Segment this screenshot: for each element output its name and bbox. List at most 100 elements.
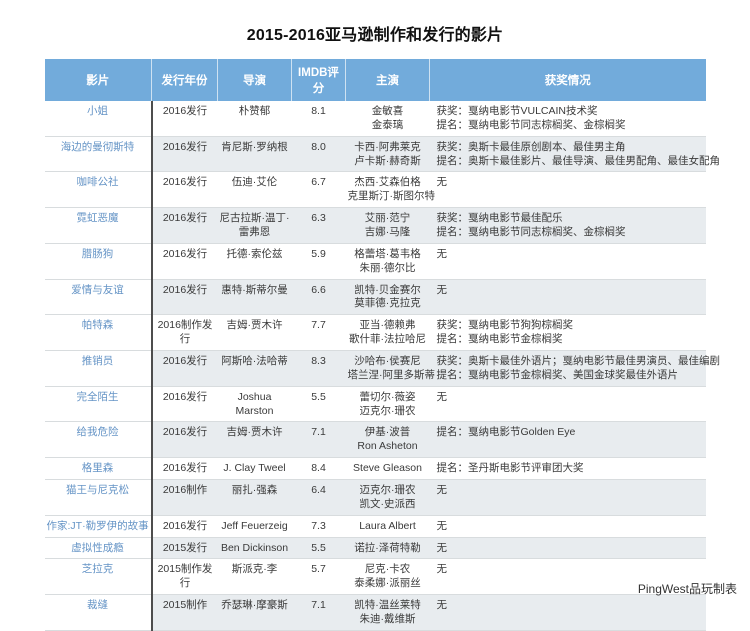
cast-cell-line: 尼克·卡农 [364,563,411,576]
credit-label: PingWest品玩制表 [637,582,737,596]
table-header: 影片 发行年份 导演 IMDB评分 主演 获奖情况 [44,59,706,101]
film-title-cell: 完全陌生 [44,386,153,423]
release-year-cell-line: 2016制作发 [157,319,213,332]
cast-cell-line: 沙哈布·侯赛尼 [354,355,421,368]
cast-cell: 蕾切尔·薇姿 迈克尔·珊农 [345,386,430,423]
awards-cell: 获奖：奥斯卡最佳原创剧本、最佳男主角 提名：奥斯卡最佳影片、最佳导演、最佳男配角、… [429,136,720,173]
release-year-cell: 2016发行 [151,171,218,209]
awards-cell-line: 无 [436,599,448,612]
table-row: 帕特森 2016制作发行 吉姆·贾木许 7.7 亚当·德赖弗 歌什菲·法拉哈尼 获… [44,314,706,352]
release-year-cell: 2016发行 [151,136,218,173]
awards-cell: 提名：戛纳电影节Golden Eye [429,421,706,459]
cast-cell: 尼克·卡农 泰柔娜·派丽丝 [345,558,430,596]
table-row: 咖啡公社 2016发行 伍迪·艾伦 6.7 杰西·艾森伯格 克里斯汀·斯图尔特 无 [44,171,706,209]
cast-cell-line: 吉娜·马隆 [364,226,411,239]
cast-cell-line: Ron Asheton [357,440,418,453]
director-cell-line: Marston [235,404,274,417]
imdb-rating-cell: 6.7 [291,171,346,209]
film-title-cell: 格里森 [44,457,153,481]
release-year-cell: 2016制作 [151,479,218,516]
director-cell-line: 吉姆·贾木许 [226,319,283,332]
awards-cell: 无 [429,171,706,209]
cast-cell-line: 蕾切尔·薇姿 [359,390,416,403]
table-row: 海边的曼彻斯特 2016发行 肯尼斯·罗纳根 8.0 卡西·阿弗莱克 卢卡斯·赫奇… [44,136,720,173]
film-title-cell: 芝拉克 [44,558,153,596]
film-title-cell: 小姐 [44,101,153,137]
awards-cell: 无 [429,279,706,316]
imdb-rating-cell: 7.1 [291,594,346,631]
cast-cell: Laura Albert [345,515,430,538]
table-row: 给我危险 2016发行 吉姆·贾木许 7.1 伊基·波普 Ron Asheton … [44,421,706,459]
cast-cell: 金敏喜 金泰璃 [345,101,430,137]
director-cell-line: 尼古拉斯·温丁· [219,212,290,225]
awards-cell-line: 获奖：奥斯卡最佳原创剧本、最佳男主角 [436,140,626,153]
director-cell-line: Ben Dickinson [220,541,289,554]
release-year-cell-line: 2015制作发 [157,563,213,576]
release-year-cell: 2016制作发行 [151,314,218,352]
release-year-cell: 2016发行 [151,350,218,387]
imdb-rating-cell: 5.5 [291,386,346,423]
director-cell: 尼古拉斯·温丁· 雷弗恩 [217,207,292,244]
cast-cell: 卡西·阿弗莱克 卢卡斯·赫奇斯 [345,136,430,173]
director-cell-line: 吉姆·贾木许 [226,426,283,439]
release-year-cell: 2015制作发行 [151,558,218,596]
column-header-cast: 主演 [345,59,430,101]
release-year-cell-line: 2016发行 [162,390,208,403]
awards-cell: 无 [429,537,706,560]
film-title-cell: 海边的曼彻斯特 [44,136,153,173]
director-cell-line: 斯派克·李 [231,563,278,576]
awards-cell-line: 提名：戛纳电影节同志棕榈奖、金棕榈奖 [436,226,626,239]
cast-cell: 凯特·贝金赛尔 莫菲德·克拉克 [345,279,430,316]
awards-cell: 无 [429,243,706,280]
director-cell-line: J. Clay Tweel [223,462,286,475]
film-title-cell: 推销员 [44,350,153,387]
release-year-cell: 2015发行 [151,537,218,560]
director-cell-line: 伍迪·艾伦 [231,176,278,189]
film-title-cell: 帕特森 [44,314,153,352]
director-cell: 乔瑟琳·摩豪斯 [217,594,292,631]
director-cell: 朴赞郁 [217,101,292,137]
director-cell-line: 丽扎·强森 [231,484,278,497]
table-row: 推销员 2016发行 阿斯哈·法哈蒂 8.3 沙哈布·侯赛尼 塔兰涅·阿里多斯蒂 … [44,350,720,387]
release-year-cell-line: 行 [179,577,191,590]
awards-cell: 无 [429,515,706,538]
awards-cell-line: 无 [436,519,448,532]
awards-cell-line: 无 [436,563,448,576]
cast-cell: 凯特·温丝莱特 朱迪·戴维斯 [345,594,430,631]
awards-cell-line: 提名：戛纳电影节金棕榈奖、美国金球奖最佳外语片 [436,368,679,381]
page-title: 2015-2016亚马逊制作和发行的影片 [246,27,504,44]
director-cell: 惠特·斯蒂尔曼 [217,279,292,316]
cast-cell: 亚当·德赖弗 歌什菲·法拉哈尼 [345,314,430,352]
director-cell: 吉姆·贾木许 [217,314,292,352]
cast-cell-line: 朱迪·戴维斯 [359,613,416,626]
director-cell-line: 惠特·斯蒂尔曼 [221,283,288,296]
awards-cell-line: 提名：戛纳电影节Golden Eye [436,426,576,439]
cast-cell-line: 歌什菲·法拉哈尼 [349,333,426,346]
release-year-cell-line: 2015制作 [162,599,208,612]
imdb-rating-cell: 5.7 [291,558,346,596]
awards-cell-line: 无 [436,247,448,260]
imdb-rating-cell: 8.4 [291,457,346,481]
awards-cell: 无 [429,558,706,596]
imdb-rating-cell: 8.3 [291,350,346,387]
director-cell-line: 乔瑟琳·摩豪斯 [221,599,288,612]
imdb-rating-cell: 7.3 [291,515,346,538]
director-cell-line: Joshua [237,390,272,403]
awards-cell-line: 无 [436,390,448,403]
release-year-cell-line: 2016发行 [162,426,208,439]
imdb-rating-cell: 6.3 [291,207,346,244]
director-cell: J. Clay Tweel [217,457,292,481]
table-row: 芝拉克 2015制作发行 斯派克·李 5.7 尼克·卡农 泰柔娜·派丽丝 无 [44,558,706,596]
release-year-cell-line: 2016发行 [162,212,208,225]
cast-cell: 伊基·波普 Ron Asheton [345,421,430,459]
awards-cell-line: 获奖：戛纳电影节VULCAIN技术奖 [436,105,598,117]
film-title-cell: 爱情与友谊 [44,279,153,316]
imdb-rating-cell: 5.9 [291,243,346,280]
director-cell: 吉姆·贾木许 [217,421,292,459]
film-title-cell: 裁缝 [44,594,153,631]
table-row: 格里森 2016发行 J. Clay Tweel 8.4 Steve Gleas… [44,457,706,481]
column-header-director: 导演 [217,59,292,101]
release-year-cell-line: 2016发行 [162,140,208,153]
cast-cell-line: 克里斯汀·斯图尔特 [347,190,436,203]
release-year-cell-line: 2016发行 [162,283,208,296]
